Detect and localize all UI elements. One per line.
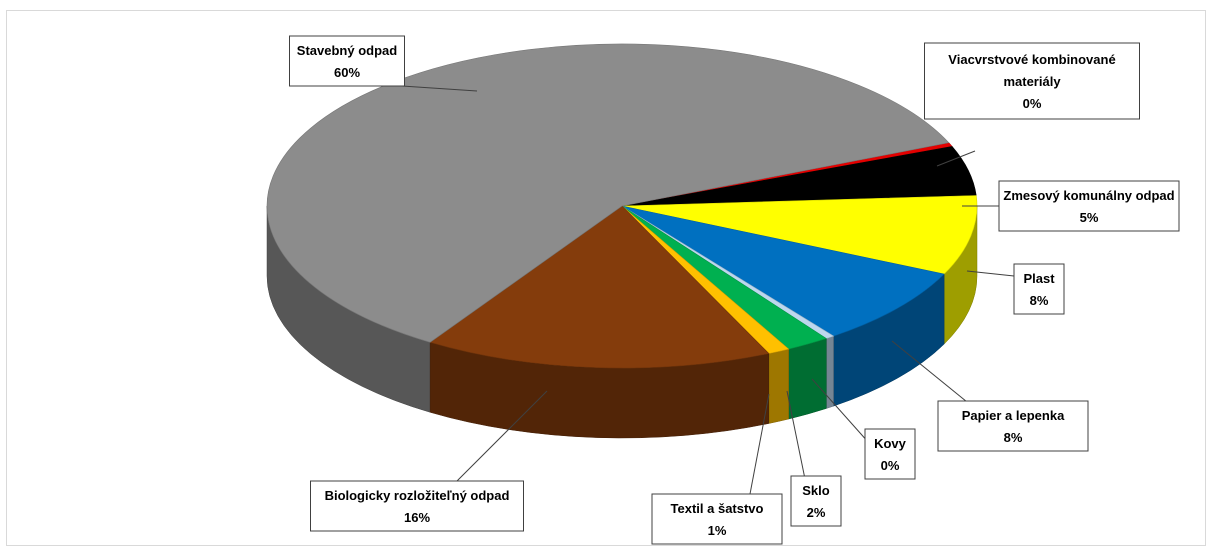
pie-side-5 [788,338,827,420]
data-label-name: Plast [1023,271,1055,286]
data-label-name: Kovy [874,436,907,451]
data-label-name: Viacvrstvové kombinované [948,52,1115,67]
data-label-value: 2% [807,505,826,520]
data-label-box [937,400,1089,452]
chart-area: Viacvrstvové kombinované materiály 0% Zmeso… [6,10,1206,546]
data-label-name: Papier a lepenka [962,408,1065,423]
leader-line [456,390,548,482]
data-labels: Viacvrstvové kombinované materiály 0% Zmeso… [289,35,1180,545]
data-label-value: 1% [708,523,727,538]
leader-line [891,340,973,407]
pie-slice [429,205,770,369]
data-label-value: 8% [1030,293,1049,308]
data-label-value: 16% [404,510,430,525]
pie-slice [621,205,945,337]
pie-slice [621,195,978,275]
pie-chart: Viacvrstvové kombinované materiály 0% Zmeso… [266,35,1180,545]
pie-side-4 [826,335,834,409]
data-label-box [289,35,405,87]
data-label-box [924,42,1140,120]
data-label-name: Stavebný odpad [297,43,397,58]
data-label-box [310,480,524,532]
leader-line [749,393,770,495]
leader-line [786,390,806,480]
data-label-name: materiály [1003,74,1061,89]
data-label-box [1013,263,1065,315]
leader-line [401,85,478,92]
data-label-value: 0% [881,458,900,473]
data-label-value: 60% [334,65,360,80]
data-label-value: 8% [1004,430,1023,445]
data-label-box [864,428,916,480]
leader-line [966,270,1015,277]
data-label-box [790,475,842,527]
data-label-value: 5% [1080,210,1099,225]
data-label-name: Zmesový komunálny odpad [1003,188,1174,203]
pie-sides [266,205,978,439]
pie-top [266,43,978,369]
data-label-box [651,493,783,545]
data-label-box [998,180,1180,232]
leader-line [811,378,870,444]
pie-side-6 [768,348,789,424]
data-label-name: Textil a šatstvo [671,501,764,516]
data-label-name: Biologicky rozložiteľný odpad [325,488,510,503]
leader-line [936,150,976,167]
data-label-value: 0% [1023,96,1042,111]
data-label-name: Sklo [802,483,830,498]
